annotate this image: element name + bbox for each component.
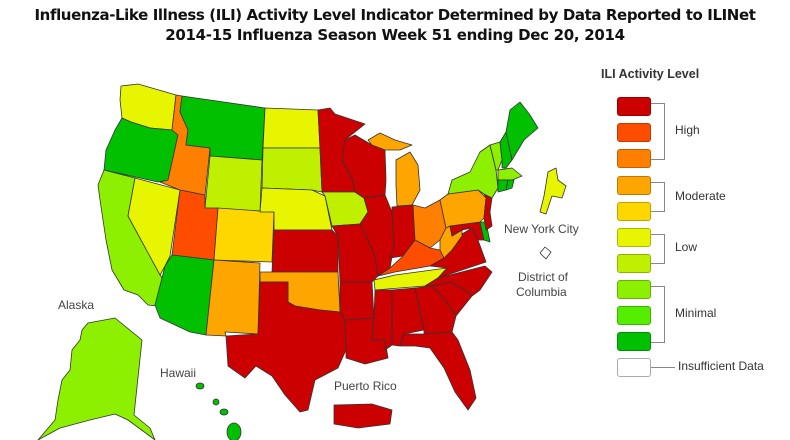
state-district-of-columbia[interactable] <box>539 246 552 260</box>
state-kentucky[interactable] <box>377 239 445 277</box>
label-alaska: Alaska <box>58 298 95 312</box>
legend-swatch-level-1 <box>617 332 651 351</box>
state-wyoming[interactable] <box>204 155 263 213</box>
legend-swatch-level-6 <box>617 202 651 221</box>
legend-label-high: High <box>675 123 700 137</box>
state-kansas[interactable] <box>271 229 339 273</box>
map-title: Influenza-Like Illness (ILI) Activity Le… <box>34 6 756 24</box>
state-hawaii[interactable] <box>195 382 242 440</box>
legend-bracket-moderate <box>651 182 665 212</box>
legend-swatch-level-9 <box>617 123 651 142</box>
legend-bracket-high <box>651 103 665 160</box>
state-colorado[interactable] <box>213 207 275 263</box>
legend-label-low: Low <box>675 240 698 254</box>
legend-swatch-level-3 <box>617 280 651 299</box>
state-south-dakota[interactable] <box>261 147 323 193</box>
legend-label-moderate: Moderate <box>675 189 726 203</box>
legend-bracket-minimal <box>651 286 665 343</box>
state-new-jersey[interactable] <box>483 193 493 231</box>
state-arkansas[interactable] <box>339 281 375 321</box>
state-north-dakota[interactable] <box>262 107 321 149</box>
state-north-carolina[interactable] <box>424 265 493 297</box>
state-new-mexico[interactable] <box>205 259 261 337</box>
legend-label-insufficient: Insufficient Data <box>678 359 764 373</box>
state-maine[interactable] <box>505 101 539 161</box>
legend-line-insufficient <box>651 367 675 368</box>
legend-swatch-level-8 <box>617 149 651 168</box>
label-new-york-city: New York City <box>504 222 579 236</box>
state-delaware[interactable] <box>479 221 491 243</box>
legend-swatch-level-2 <box>617 306 651 325</box>
legend-swatch-level-4 <box>617 254 651 273</box>
label-puerto-rico: Puerto Rico <box>334 379 397 393</box>
state-new-york[interactable] <box>447 144 499 199</box>
legend-swatch-level-10 <box>617 97 651 116</box>
legend-label-minimal: Minimal <box>675 306 717 320</box>
state-florida[interactable] <box>399 331 477 411</box>
legend-swatch-level-5 <box>617 228 651 247</box>
state-michigan[interactable] <box>367 132 421 207</box>
state-alaska[interactable] <box>37 317 156 440</box>
label-dc-line2: Columbia <box>516 285 567 299</box>
state-vermont[interactable] <box>489 141 503 171</box>
legend-swatch-level-7 <box>617 176 651 195</box>
label-hawaii: Hawaii <box>160 366 197 380</box>
legend-bracket-low <box>651 234 665 264</box>
state-rhode-island[interactable] <box>505 179 515 191</box>
state-pennsylvania[interactable] <box>439 189 487 229</box>
state-puerto-rico[interactable] <box>333 403 393 429</box>
state-new-york-city[interactable] <box>539 167 567 215</box>
state-massachusetts[interactable] <box>497 167 523 181</box>
legend-title: ILI Activity Level <box>601 67 700 81</box>
map-subtitle: 2014-15 Influenza Season Week 51 ending … <box>165 26 625 44</box>
state-texas[interactable] <box>225 281 347 413</box>
label-dc-line1: District of <box>518 270 569 284</box>
legend-swatch-insufficient <box>617 358 651 377</box>
